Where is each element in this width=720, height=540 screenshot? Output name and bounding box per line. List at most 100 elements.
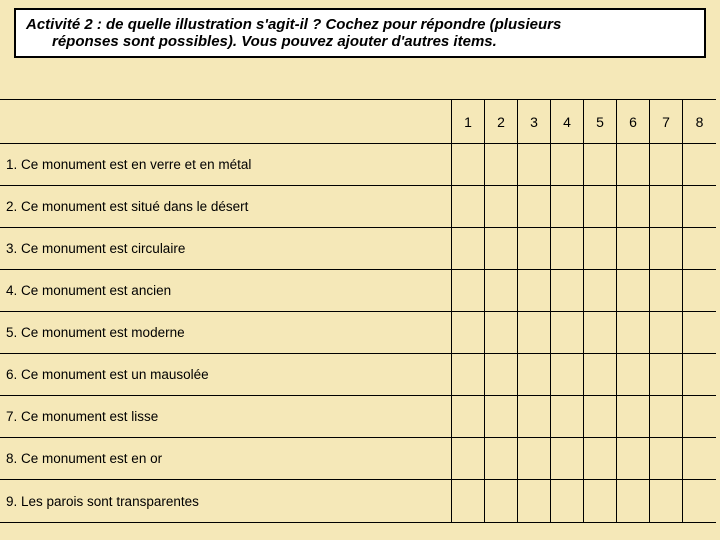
checkbox-cell[interactable]: [452, 438, 485, 479]
checkbox-cell[interactable]: [584, 438, 617, 479]
checkbox-cell[interactable]: [650, 270, 683, 311]
table-row: 1. Ce monument est en verre et en métal: [0, 144, 716, 186]
checkbox-cell[interactable]: [650, 186, 683, 227]
header-desc-cell: [0, 100, 452, 143]
checkbox-cell[interactable]: [683, 396, 716, 437]
checkbox-cell[interactable]: [584, 312, 617, 353]
table-row: 7. Ce monument est lisse: [0, 396, 716, 438]
row-desc: 4. Ce monument est ancien: [0, 270, 452, 311]
checkbox-cell[interactable]: [551, 354, 584, 395]
checkbox-cell[interactable]: [617, 354, 650, 395]
header-col-5: 5: [584, 100, 617, 143]
checkbox-cell[interactable]: [452, 144, 485, 185]
checkbox-cell[interactable]: [617, 144, 650, 185]
row-desc: 5. Ce monument est moderne: [0, 312, 452, 353]
checkbox-cell[interactable]: [485, 396, 518, 437]
checkbox-cell[interactable]: [584, 396, 617, 437]
worksheet-page: Activité 2 : de quelle illustration s'ag…: [0, 0, 720, 540]
checkbox-cell[interactable]: [452, 186, 485, 227]
checkbox-cell[interactable]: [683, 438, 716, 479]
checkbox-cell[interactable]: [452, 228, 485, 269]
table-row: 5. Ce monument est moderne: [0, 312, 716, 354]
table-row: 6. Ce monument est un mausolée: [0, 354, 716, 396]
header-col-3: 3: [518, 100, 551, 143]
checkbox-cell[interactable]: [551, 480, 584, 522]
checkbox-cell[interactable]: [551, 438, 584, 479]
checkbox-cell[interactable]: [650, 228, 683, 269]
checkbox-cell[interactable]: [551, 396, 584, 437]
checkbox-cell[interactable]: [551, 144, 584, 185]
checkbox-cell[interactable]: [551, 228, 584, 269]
checkbox-cell[interactable]: [551, 312, 584, 353]
checkbox-cell[interactable]: [617, 228, 650, 269]
row-desc: 7. Ce monument est lisse: [0, 396, 452, 437]
checkbox-cell[interactable]: [485, 270, 518, 311]
checkbox-cell[interactable]: [518, 312, 551, 353]
checkbox-cell[interactable]: [551, 186, 584, 227]
checkbox-cell[interactable]: [518, 354, 551, 395]
checkbox-cell[interactable]: [518, 228, 551, 269]
checkbox-cell[interactable]: [650, 144, 683, 185]
checkbox-cell[interactable]: [452, 270, 485, 311]
header-col-8: 8: [683, 100, 716, 143]
checkbox-cell[interactable]: [485, 144, 518, 185]
checkbox-cell[interactable]: [617, 396, 650, 437]
checkbox-cell[interactable]: [452, 480, 485, 522]
checkbox-cell[interactable]: [617, 270, 650, 311]
row-desc: 8. Ce monument est en or: [0, 438, 452, 479]
checkbox-cell[interactable]: [518, 186, 551, 227]
checkbox-cell[interactable]: [584, 228, 617, 269]
checkbox-cell[interactable]: [452, 312, 485, 353]
checkbox-cell[interactable]: [518, 270, 551, 311]
header-col-6: 6: [617, 100, 650, 143]
checkbox-cell[interactable]: [518, 438, 551, 479]
checkbox-cell[interactable]: [683, 480, 716, 522]
row-desc: 6. Ce monument est un mausolée: [0, 354, 452, 395]
checkbox-cell[interactable]: [485, 438, 518, 479]
checkbox-cell[interactable]: [584, 270, 617, 311]
checkbox-cell[interactable]: [650, 438, 683, 479]
checkbox-cell[interactable]: [683, 354, 716, 395]
checkbox-cell[interactable]: [485, 186, 518, 227]
checkbox-cell[interactable]: [551, 270, 584, 311]
checkbox-cell[interactable]: [485, 312, 518, 353]
checkbox-cell[interactable]: [485, 228, 518, 269]
checkbox-cell[interactable]: [617, 438, 650, 479]
checkbox-cell[interactable]: [518, 396, 551, 437]
activity-title-box: Activité 2 : de quelle illustration s'ag…: [14, 8, 706, 58]
checkbox-cell[interactable]: [584, 186, 617, 227]
checkbox-cell[interactable]: [452, 396, 485, 437]
row-desc: 9. Les parois sont transparentes: [0, 480, 452, 522]
checkbox-cell[interactable]: [518, 480, 551, 522]
checkbox-cell[interactable]: [650, 312, 683, 353]
checkbox-cell[interactable]: [485, 354, 518, 395]
checkbox-cell[interactable]: [683, 228, 716, 269]
checkbox-cell[interactable]: [683, 312, 716, 353]
checkbox-cell[interactable]: [650, 396, 683, 437]
checkbox-cell[interactable]: [683, 186, 716, 227]
table-row: 3. Ce monument est circulaire: [0, 228, 716, 270]
activity-title-line2: réponses sont possibles). Vous pouvez aj…: [26, 33, 694, 50]
table-row: 2. Ce monument est situé dans le désert: [0, 186, 716, 228]
checkbox-cell[interactable]: [617, 186, 650, 227]
checkbox-cell[interactable]: [584, 480, 617, 522]
checkbox-cell[interactable]: [584, 354, 617, 395]
header-col-1: 1: [452, 100, 485, 143]
checkbox-cell[interactable]: [683, 270, 716, 311]
activity-title-line1: Activité 2 : de quelle illustration s'ag…: [26, 16, 694, 33]
checkbox-cell[interactable]: [584, 144, 617, 185]
table-row: 4. Ce monument est ancien: [0, 270, 716, 312]
table-header-row: 1 2 3 4 5 6 7 8: [0, 100, 716, 144]
checkbox-cell[interactable]: [485, 480, 518, 522]
checkbox-cell[interactable]: [518, 144, 551, 185]
checkbox-cell[interactable]: [683, 144, 716, 185]
table-row: 9. Les parois sont transparentes: [0, 480, 716, 522]
row-desc: 3. Ce monument est circulaire: [0, 228, 452, 269]
checkbox-cell[interactable]: [617, 480, 650, 522]
header-col-2: 2: [485, 100, 518, 143]
row-desc: 1. Ce monument est en verre et en métal: [0, 144, 452, 185]
checkbox-cell[interactable]: [452, 354, 485, 395]
checkbox-cell[interactable]: [650, 354, 683, 395]
checkbox-cell[interactable]: [617, 312, 650, 353]
checkbox-cell[interactable]: [650, 480, 683, 522]
